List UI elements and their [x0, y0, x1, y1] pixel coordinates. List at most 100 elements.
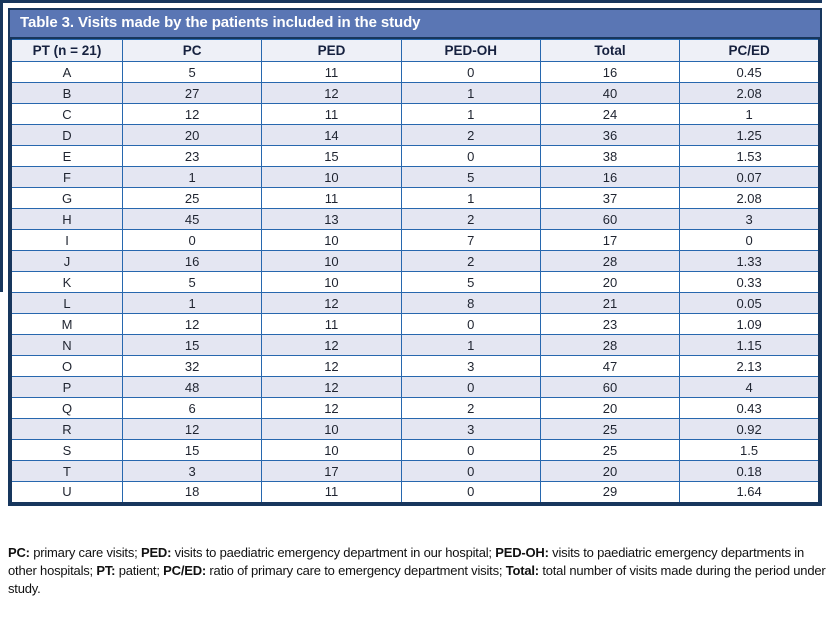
- value-cell: 60: [539, 376, 681, 398]
- value-cell: 10: [261, 250, 402, 272]
- table-row: Q 6 12 2 20 0.43: [10, 397, 821, 419]
- value-cell: 12: [261, 355, 402, 377]
- value-cell: 3: [400, 355, 541, 377]
- value-cell: 3: [400, 418, 541, 440]
- value-cell: 12: [261, 334, 402, 356]
- patient-id-cell: U: [10, 481, 123, 504]
- value-cell: 16: [539, 61, 681, 83]
- value-cell: 32: [121, 355, 263, 377]
- value-cell: 12: [261, 292, 402, 314]
- patient-id-cell: Q: [10, 397, 123, 419]
- column-header: PT (n = 21): [10, 39, 123, 62]
- value-cell: 17: [261, 460, 402, 482]
- patient-id-cell: K: [10, 271, 123, 293]
- patient-id-cell: I: [10, 229, 123, 251]
- footnote-term: PED-OH:: [495, 545, 549, 560]
- table-row: D 20 14 2 36 1.25: [10, 124, 821, 146]
- value-cell: 0.05: [679, 292, 821, 314]
- value-cell: 13: [261, 208, 402, 230]
- value-cell: 11: [261, 61, 402, 83]
- table-row: C 12 11 1 24 1: [10, 103, 821, 125]
- table-row: F 1 10 5 16 0.07: [10, 166, 821, 188]
- value-cell: 20: [539, 397, 681, 419]
- value-cell: 1.64: [679, 481, 821, 504]
- value-cell: 1.5: [679, 439, 821, 461]
- value-cell: 0: [121, 229, 263, 251]
- table-row: N 15 12 1 28 1.15: [10, 334, 821, 356]
- table-row: G 25 11 1 37 2.08: [10, 187, 821, 209]
- footnote-text: visits to paediatric emergency departmen…: [8, 545, 805, 579]
- value-cell: 2: [400, 250, 541, 272]
- column-header: PED: [261, 39, 402, 62]
- value-cell: 23: [539, 313, 681, 335]
- value-cell: 5: [400, 166, 541, 188]
- column-header: PC/ED: [679, 39, 821, 62]
- value-cell: 12: [121, 418, 263, 440]
- patient-id-cell: S: [10, 439, 123, 461]
- patient-id-cell: O: [10, 355, 123, 377]
- patient-id-cell: B: [10, 82, 123, 104]
- value-cell: 60: [539, 208, 681, 230]
- value-cell: 14: [261, 124, 402, 146]
- value-cell: 1: [121, 292, 263, 314]
- value-cell: 12: [121, 313, 263, 335]
- value-cell: 16: [539, 166, 681, 188]
- value-cell: 1.53: [679, 145, 821, 167]
- value-cell: 0.18: [679, 460, 821, 482]
- value-cell: 12: [261, 82, 402, 104]
- table-row: H 45 13 2 60 3: [10, 208, 821, 230]
- footnote-term: PED:: [140, 545, 172, 560]
- page-border-top: [0, 0, 822, 3]
- value-cell: 25: [121, 187, 263, 209]
- value-cell: 27: [121, 82, 263, 104]
- table-title-bar: Table 3. Visits made by the patients inc…: [10, 10, 820, 39]
- value-cell: 7: [400, 229, 541, 251]
- value-cell: 17: [539, 229, 681, 251]
- footnote-term: PT:: [96, 563, 116, 579]
- value-cell: 10: [261, 166, 402, 188]
- value-cell: 12: [121, 103, 263, 125]
- value-cell: 0.43: [679, 397, 821, 419]
- table-row: B 27 12 1 40 2.08: [10, 82, 821, 104]
- value-cell: 0: [400, 61, 541, 83]
- patient-id-cell: P: [10, 376, 123, 398]
- value-cell: 0: [400, 313, 541, 335]
- patient-id-cell: R: [10, 418, 123, 440]
- table-row: M 12 11 0 23 1.09: [10, 313, 821, 335]
- value-cell: 2.08: [679, 187, 821, 209]
- value-cell: 0.92: [679, 418, 821, 440]
- patient-id-cell: E: [10, 145, 123, 167]
- value-cell: 8: [400, 292, 541, 314]
- value-cell: 12: [261, 397, 402, 419]
- value-cell: 23: [121, 145, 263, 167]
- table-row: O 32 12 3 47 2.13: [10, 355, 821, 377]
- value-cell: 1: [679, 103, 821, 125]
- table-row: U 18 11 0 29 1.64: [10, 481, 821, 504]
- value-cell: 40: [539, 82, 681, 104]
- value-cell: 2.13: [679, 355, 821, 377]
- value-cell: 15: [121, 334, 263, 356]
- value-cell: 38: [539, 145, 681, 167]
- value-cell: 24: [539, 103, 681, 125]
- value-cell: 11: [261, 103, 402, 125]
- value-cell: 1.09: [679, 313, 821, 335]
- value-cell: 48: [121, 376, 263, 398]
- value-cell: 15: [121, 439, 263, 461]
- value-cell: 10: [261, 439, 402, 461]
- table-header-row: PT (n = 21) PC PED PED-OH Total PC/ED: [10, 39, 821, 62]
- value-cell: 25: [539, 439, 681, 461]
- value-cell: 2.08: [679, 82, 821, 104]
- value-cell: 1.25: [679, 124, 821, 146]
- patient-id-cell: F: [10, 166, 123, 188]
- value-cell: 21: [539, 292, 681, 314]
- value-cell: 3: [121, 460, 263, 482]
- value-cell: 0.33: [679, 271, 821, 293]
- table-header: PT (n = 21) PC PED PED-OH Total PC/ED: [10, 39, 821, 62]
- value-cell: 10: [261, 418, 402, 440]
- footnote-term: PC:: [8, 545, 30, 560]
- column-header: PED-OH: [400, 39, 541, 62]
- footnote-text: ratio of primary care to emergency depar…: [206, 563, 506, 579]
- table-body: A 5 11 0 16 0.45 B 27 12 1 40 2.08 C 12 11 1 24 1 D 20 14 2 36…: [10, 61, 821, 504]
- value-cell: 11: [261, 481, 402, 504]
